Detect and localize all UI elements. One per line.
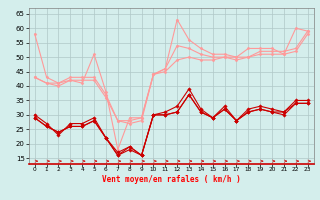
X-axis label: Vent moyen/en rafales ( km/h ): Vent moyen/en rafales ( km/h ) [102,175,241,184]
